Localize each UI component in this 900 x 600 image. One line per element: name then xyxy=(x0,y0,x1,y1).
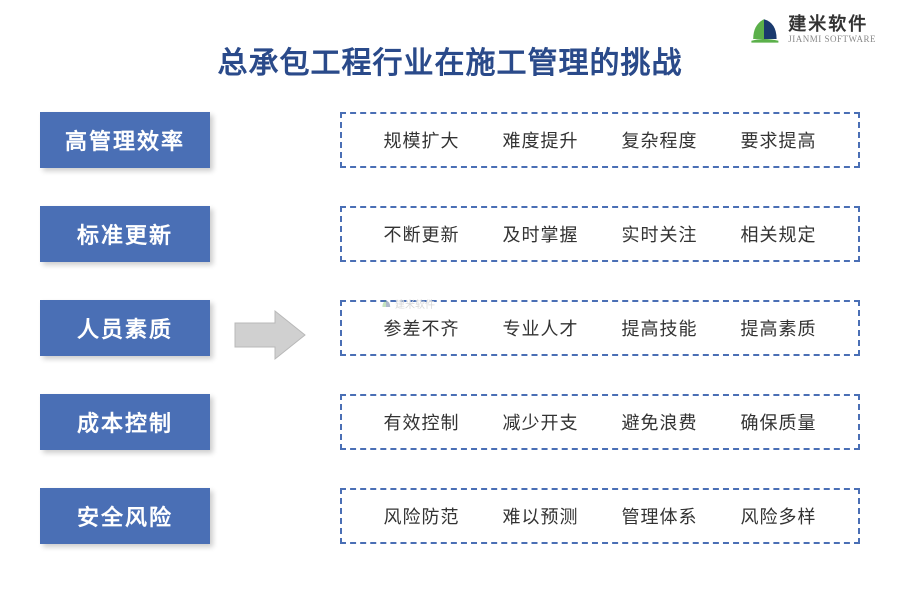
diagram-row: 安全风险 风险防范 难以预测 管理体系 风险多样 xyxy=(40,488,860,544)
diagram-row: 高管理效率 规模扩大 难度提升 复杂程度 要求提高 xyxy=(40,112,860,168)
category-box: 成本控制 xyxy=(40,394,210,450)
category-box: 人员素质 xyxy=(40,300,210,356)
detail-item: 有效控制 xyxy=(384,409,460,435)
brand-logo: 建米软件 JIANMI SOFTWARE xyxy=(746,12,876,48)
category-box: 安全风险 xyxy=(40,488,210,544)
detail-item: 提高技能 xyxy=(622,315,698,341)
detail-item: 难度提升 xyxy=(503,127,579,153)
logo-icon xyxy=(746,12,782,48)
detail-item: 参差不齐 xyxy=(384,315,460,341)
detail-box: 规模扩大 难度提升 复杂程度 要求提高 xyxy=(340,112,860,168)
detail-item: 提高素质 xyxy=(741,315,817,341)
detail-item: 规模扩大 xyxy=(384,127,460,153)
detail-item: 要求提高 xyxy=(741,127,817,153)
detail-item: 风险多样 xyxy=(741,503,817,529)
detail-box: 风险防范 难以预测 管理体系 风险多样 xyxy=(340,488,860,544)
detail-item: 及时掌握 xyxy=(503,221,579,247)
diagram-row: 成本控制 有效控制 减少开支 避免浪费 确保质量 xyxy=(40,394,860,450)
detail-box: 有效控制 减少开支 避免浪费 确保质量 xyxy=(340,394,860,450)
diagram-content: 高管理效率 规模扩大 难度提升 复杂程度 要求提高 标准更新 不断更新 及时掌握… xyxy=(0,112,900,544)
detail-item: 风险防范 xyxy=(384,503,460,529)
logo-text: 建米软件 JIANMI SOFTWARE xyxy=(788,15,876,45)
detail-box: 参差不齐 专业人才 提高技能 提高素质 xyxy=(340,300,860,356)
arrow-icon xyxy=(230,307,310,363)
diagram-row: 人员素质 参差不齐 专业人才 提高技能 提高素质 xyxy=(40,300,860,356)
category-box: 高管理效率 xyxy=(40,112,210,168)
detail-item: 避免浪费 xyxy=(622,409,698,435)
logo-en: JIANMI SOFTWARE xyxy=(788,35,876,45)
detail-item: 专业人才 xyxy=(503,315,579,341)
detail-item: 管理体系 xyxy=(622,503,698,529)
detail-item: 难以预测 xyxy=(503,503,579,529)
detail-box: 不断更新 及时掌握 实时关注 相关规定 xyxy=(340,206,860,262)
detail-item: 复杂程度 xyxy=(622,127,698,153)
category-box: 标准更新 xyxy=(40,206,210,262)
detail-item: 相关规定 xyxy=(741,221,817,247)
detail-item: 实时关注 xyxy=(622,221,698,247)
diagram-row: 标准更新 不断更新 及时掌握 实时关注 相关规定 xyxy=(40,206,860,262)
detail-item: 确保质量 xyxy=(741,409,817,435)
logo-cn: 建米软件 xyxy=(788,15,876,35)
detail-item: 减少开支 xyxy=(503,409,579,435)
detail-item: 不断更新 xyxy=(384,221,460,247)
